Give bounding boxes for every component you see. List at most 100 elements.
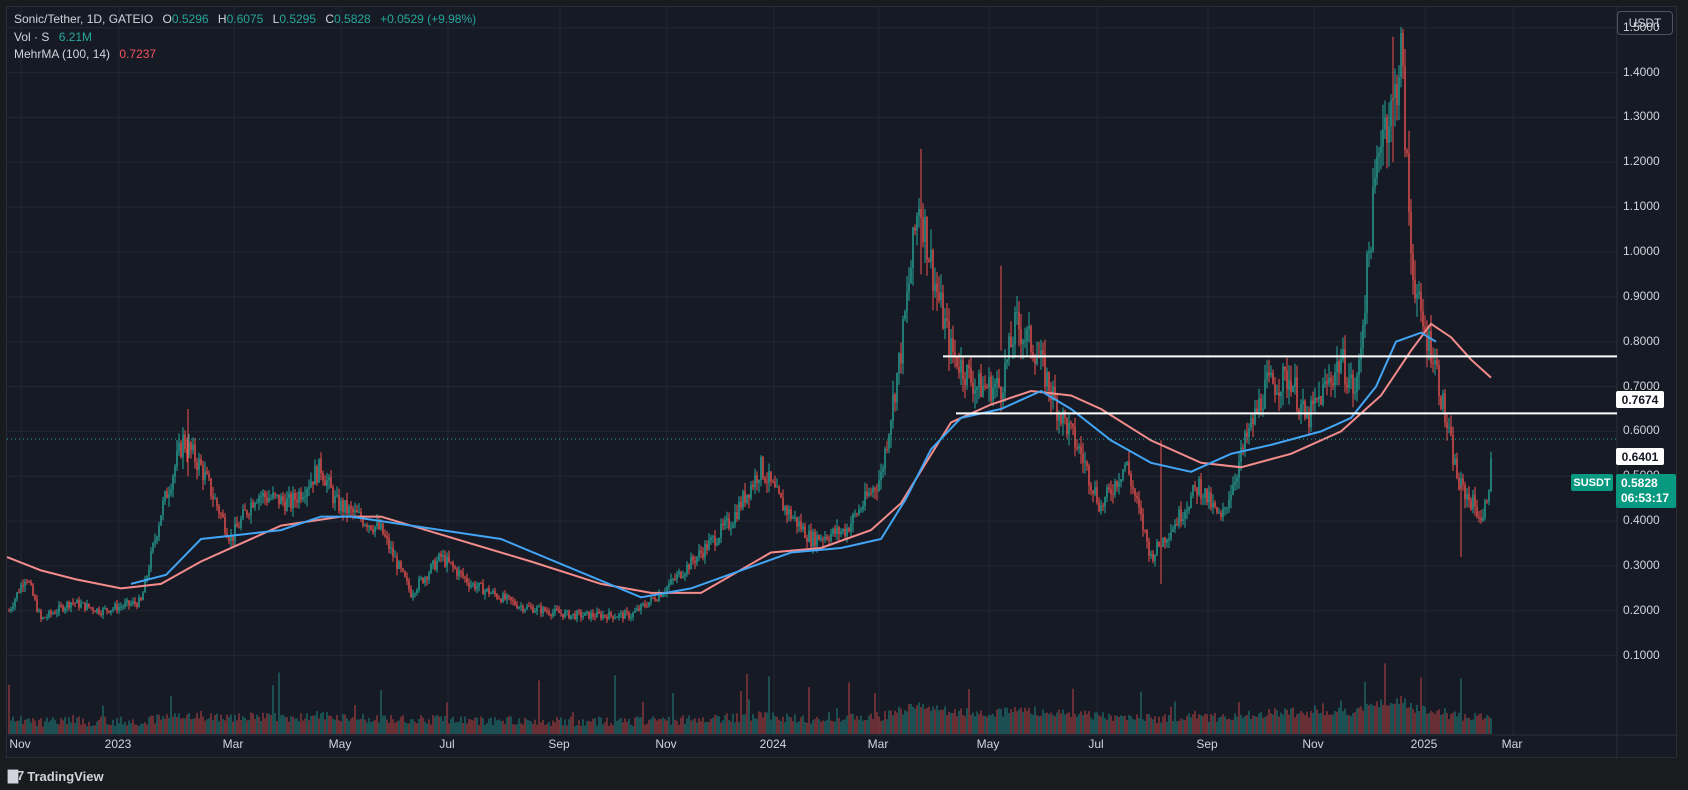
volume-bar (1464, 714, 1466, 734)
candle-body (290, 493, 292, 509)
volume-bar (172, 716, 174, 734)
candle-body (1400, 32, 1402, 78)
volume-bar (480, 716, 482, 734)
candle-body (44, 617, 46, 619)
candle-body (284, 501, 286, 511)
volume-bar (414, 721, 416, 734)
volume-bar (1280, 712, 1282, 734)
volume-bar (208, 718, 210, 734)
volume-bar (288, 721, 290, 734)
volume-bar (768, 676, 770, 734)
volume-bar (1456, 716, 1458, 734)
volume-bar (250, 712, 252, 734)
candle-body (394, 556, 396, 558)
volume-bar (868, 715, 870, 734)
price-chart[interactable] (7, 7, 1678, 759)
candle-body (688, 564, 690, 570)
chart-pane[interactable] (6, 6, 1678, 759)
volume-bar (1002, 716, 1004, 734)
currency-button[interactable]: USDT (1617, 11, 1673, 35)
volume-bar (1298, 713, 1300, 734)
volume-bar (630, 724, 632, 734)
volume-bar (650, 718, 652, 734)
tradingview-logo[interactable]: ▇7 TradingView (8, 768, 104, 784)
volume-label[interactable]: Vol · S (14, 30, 50, 44)
volume-bar (1034, 706, 1036, 734)
candle-body (1326, 381, 1328, 384)
candle-body (32, 584, 34, 596)
volume-bar (96, 721, 98, 734)
volume-bar (548, 722, 550, 734)
indicator-label[interactable]: MehrMA (100, 14) (14, 47, 111, 61)
candle-body (496, 594, 498, 599)
candle-body (798, 521, 800, 527)
time-tick-label: Sep (1196, 737, 1218, 751)
candle-body (1034, 357, 1036, 364)
volume-bars (8, 663, 1492, 734)
candle-body (18, 592, 20, 594)
volume-bar (114, 725, 116, 734)
candle-body (1156, 541, 1158, 555)
candle-body (1164, 537, 1166, 543)
candle-body (416, 589, 418, 594)
volume-bar (974, 716, 976, 734)
candle-body (436, 560, 438, 570)
candle-body (518, 606, 520, 609)
candle-body (578, 611, 580, 613)
volume-bar (1258, 713, 1260, 734)
candle-body (1168, 538, 1170, 540)
volume-bar (1332, 714, 1334, 734)
candle-body (340, 500, 342, 512)
candle-body (30, 581, 32, 585)
price-tick-label: 0.1000 (1623, 647, 1660, 662)
volume-bar (1022, 711, 1024, 734)
volume-bar (1144, 720, 1146, 734)
candle-body (964, 379, 966, 386)
volume-bar (876, 712, 878, 734)
volume-bar (1380, 699, 1382, 734)
candle-body (102, 608, 104, 616)
volume-bar (450, 719, 452, 734)
volume-bar (1226, 719, 1228, 734)
candle-body (388, 538, 390, 549)
volume-bar (454, 722, 456, 734)
volume-bar (1218, 717, 1220, 734)
candle-body (1050, 391, 1052, 401)
volume-bar (152, 715, 154, 734)
volume-bar (1366, 703, 1368, 734)
volume-bar (1238, 702, 1240, 734)
candle-body (1302, 400, 1304, 405)
volume-bar (718, 716, 720, 734)
volume-bar (1198, 714, 1200, 734)
volume-bar (420, 715, 422, 734)
volume-bar (852, 713, 854, 734)
symbol-title[interactable]: Sonic/Tether, 1D, GATEIO (14, 12, 154, 26)
candle-body (876, 489, 878, 491)
volume-bar (1344, 708, 1346, 734)
volume-bar (396, 721, 398, 734)
volume-bar (542, 719, 544, 734)
candle-body (788, 509, 790, 515)
candle-body (170, 489, 172, 494)
candle-body (78, 599, 80, 608)
candle-body (510, 596, 512, 601)
volume-bar (1164, 714, 1166, 734)
volume-bar (206, 719, 208, 734)
candle-body (100, 613, 102, 616)
volume-bar (1476, 715, 1478, 734)
candle-body (512, 600, 514, 602)
candle-body (1258, 398, 1260, 413)
candle-body (328, 477, 330, 481)
volume-bar (632, 725, 634, 734)
candle-body (134, 601, 136, 604)
volume-bar (1092, 719, 1094, 734)
volume-bar (1240, 714, 1242, 734)
price-tick-label: 1.4000 (1623, 64, 1660, 79)
price-tick-label: 1.3000 (1623, 109, 1660, 124)
volume-bar (764, 712, 766, 734)
volume-bar (1162, 716, 1164, 734)
candle-body (956, 355, 958, 367)
candle-body (354, 510, 356, 513)
candle-body (1188, 507, 1190, 511)
volume-bar (1282, 714, 1284, 734)
